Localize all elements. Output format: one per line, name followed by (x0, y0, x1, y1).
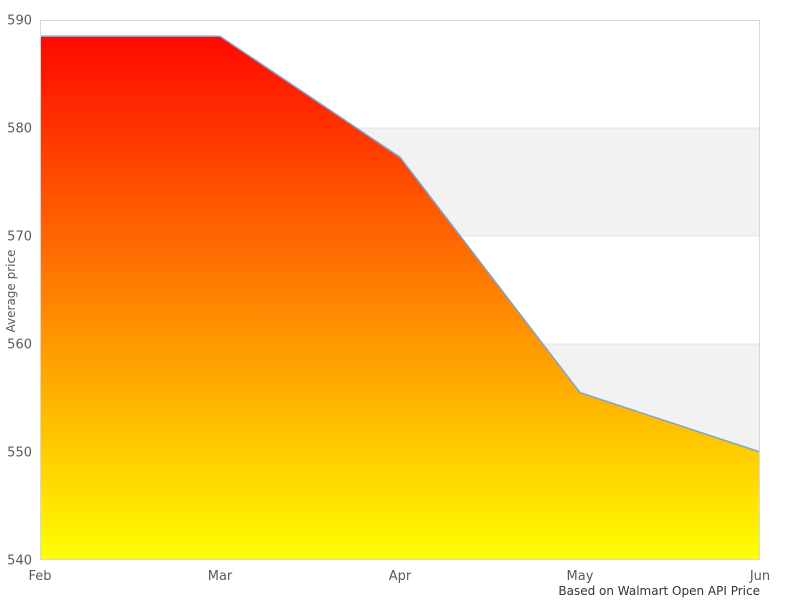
area-series (40, 36, 760, 560)
y-tick-label: 540 (7, 554, 32, 569)
y-axis-labels: 540 550 560 570 580 590 (7, 14, 32, 569)
x-tick-label: Apr (389, 569, 412, 584)
y-tick-label: 590 (7, 14, 32, 29)
price-line (40, 35, 761, 453)
x-tick-label: Jun (749, 569, 770, 584)
x-tick-label: Feb (28, 569, 51, 584)
y-axis-title: Average price (4, 249, 18, 333)
chart-caption: Based on Walmart Open API Price (558, 584, 760, 598)
x-axis-labels: Feb Mar Apr May Jun (28, 569, 770, 584)
y-tick-label: 560 (7, 338, 32, 353)
x-tick-label: Mar (208, 569, 233, 584)
series-line (40, 35, 761, 453)
area-fill (40, 36, 760, 560)
x-tick-label: May (567, 569, 594, 584)
plot-border-rect (40, 20, 760, 560)
y-tick-label: 580 (7, 122, 32, 137)
y-tick-label: 570 (7, 230, 32, 245)
y-tick-label: 550 (7, 446, 32, 461)
plot-border (40, 20, 760, 560)
